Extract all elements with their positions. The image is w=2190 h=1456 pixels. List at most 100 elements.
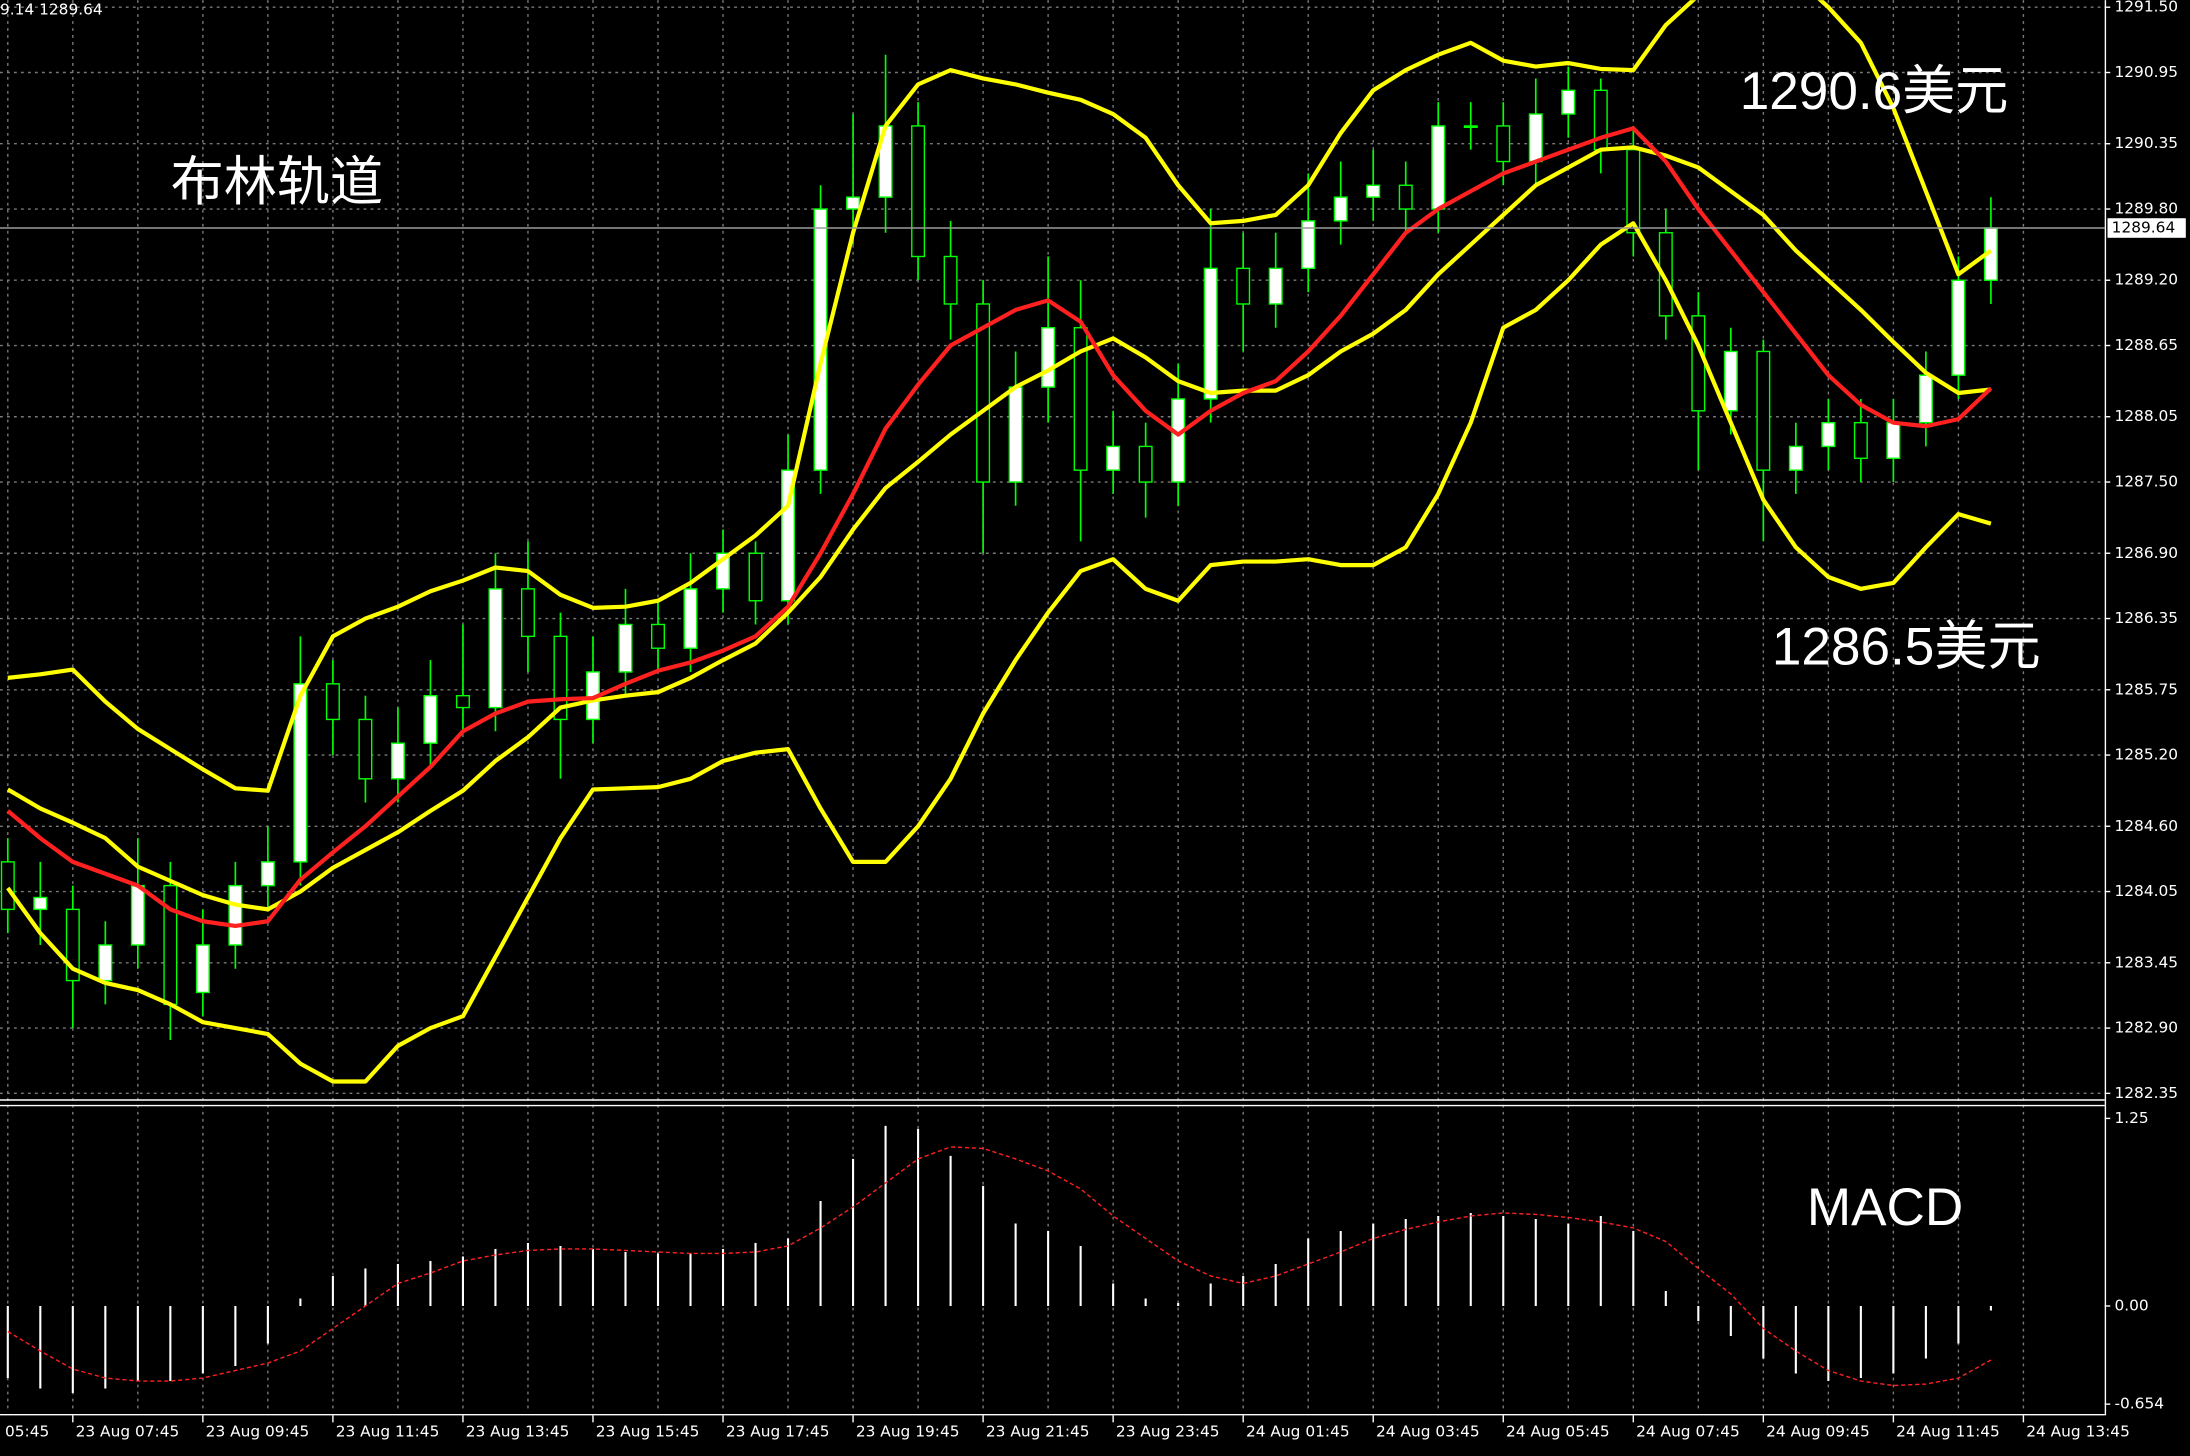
annotation: MACD (1807, 1178, 1963, 1237)
candle-body (618, 623, 633, 673)
candle-body (1691, 315, 1706, 412)
candle-body (228, 884, 243, 946)
candle-body (260, 861, 275, 887)
x-tick-label: 23 Aug 19:45 (856, 1423, 960, 1441)
candle-body (1366, 184, 1381, 198)
y-tick-label: 1283.45 (2114, 953, 2178, 971)
candle-body (1821, 421, 1836, 448)
x-tick-label: 23 Aug 13:45 (466, 1423, 570, 1441)
last-price-label: 1289.64 (2112, 219, 2176, 237)
indicator-line (7, 0, 1993, 793)
x-tick-label: 23 Aug 17:45 (726, 1423, 830, 1441)
axes (0, 0, 2111, 1423)
y-tick-label: -0.654 (2114, 1395, 2164, 1413)
candle-body (1106, 445, 1121, 471)
y-tick-label: 1286.35 (2114, 609, 2178, 627)
price-panel (0, 0, 2105, 1084)
x-tick-label: 24 Aug 11:45 (1896, 1423, 2000, 1441)
y-tick-label: 1285.75 (2114, 680, 2178, 698)
candle-body (1918, 374, 1933, 424)
candle-body (1236, 267, 1251, 305)
candle-body (1561, 89, 1576, 115)
x-tick-label: 23 Aug 15:45 (596, 1423, 700, 1441)
x-tick-label: 23 Aug 09:45 (206, 1423, 310, 1441)
candle-body (1073, 327, 1088, 471)
candle-body (1853, 421, 1868, 459)
x-tick-label: 24 Aug 01:45 (1246, 1423, 1350, 1441)
candle-body (98, 944, 113, 982)
candle-body (1496, 125, 1511, 163)
candle-body (1756, 350, 1771, 471)
annotation: 1286.5美元 (1772, 617, 2041, 676)
y-tick-label: 1.25 (2114, 1109, 2148, 1127)
candle-body (846, 196, 861, 210)
chart-header: 9.14 1289.64 (0, 0, 103, 18)
candle-body (33, 896, 48, 911)
candle-body (1301, 220, 1316, 270)
candle-body (1886, 421, 1901, 459)
candle-body (748, 552, 763, 602)
x-tick-label: 23 Aug 21:45 (986, 1423, 1090, 1441)
candle-body (651, 623, 665, 649)
x-tick-label: 24 Aug 03:45 (1376, 1423, 1480, 1441)
y-tick-label: 1288.65 (2114, 336, 2178, 354)
y-tick-label: 1290.35 (2114, 134, 2178, 152)
y-tick-label: 1289.80 (2114, 200, 2178, 218)
candle-body (0, 861, 15, 911)
candle-body (358, 718, 373, 780)
candle-body (520, 588, 535, 638)
y-tick-label: 1286.90 (2114, 544, 2178, 562)
x-tick-label: 23 Aug 05:45 (0, 1423, 49, 1441)
y-tick-label: 1287.50 (2114, 473, 2178, 491)
x-tick-label: 24 Aug 05:45 (1506, 1423, 1610, 1441)
candle-body (163, 884, 178, 1006)
signal-line (7, 1146, 1992, 1387)
candle-body (293, 683, 308, 863)
y-tick-label: 1289.20 (2114, 271, 2178, 289)
x-tick-label: 24 Aug 13:45 (2026, 1423, 2130, 1441)
candle-body (1041, 327, 1056, 388)
candle-body (1658, 232, 1673, 317)
candle-body (130, 884, 145, 946)
candle-body (1626, 148, 1641, 234)
annotation: 1290.6美元 (1740, 62, 2009, 121)
y-tick-label: 1284.60 (2114, 817, 2178, 835)
y-tick-label: 1290.95 (2114, 63, 2178, 81)
y-tick-label: 1282.35 (2114, 1084, 2178, 1102)
indicator-line (6, 221, 1992, 1084)
candle-body (683, 588, 698, 649)
x-tick-label: 23 Aug 07:45 (76, 1423, 180, 1441)
candle-body (1788, 445, 1803, 471)
candle-body (488, 588, 503, 709)
candle-body (325, 683, 340, 721)
candle-body (976, 303, 991, 483)
annotation: 布林轨道 (171, 153, 384, 212)
candle-body (1398, 184, 1413, 210)
candle-body (1203, 267, 1218, 400)
candle-body (390, 742, 405, 780)
candle-body (1171, 398, 1186, 483)
indicator-line (6, 126, 1993, 929)
y-tick-label: 0.00 (2114, 1296, 2148, 1314)
x-tick-label: 24 Aug 07:45 (1636, 1423, 1740, 1441)
y-tick-label: 1285.20 (2114, 746, 2178, 764)
y-tick-label: 1282.90 (2114, 1019, 2178, 1037)
candle-body (195, 944, 210, 994)
candle-body (455, 695, 470, 709)
candle-body (423, 695, 438, 744)
candle-body (1723, 350, 1738, 412)
x-tick-label: 24 Aug 09:45 (1766, 1423, 1870, 1441)
candle-body (1463, 125, 1478, 129)
candle-body (1138, 445, 1153, 483)
candle-body (1431, 125, 1446, 210)
macd-panel (6, 1125, 1992, 1394)
candle-body (781, 469, 796, 602)
candle-body (1951, 279, 1966, 376)
y-tick-label: 1284.05 (2114, 882, 2178, 900)
x-tick-label: 23 Aug 11:45 (336, 1423, 440, 1441)
candle-body (943, 255, 958, 305)
candle-body (1008, 386, 1023, 483)
